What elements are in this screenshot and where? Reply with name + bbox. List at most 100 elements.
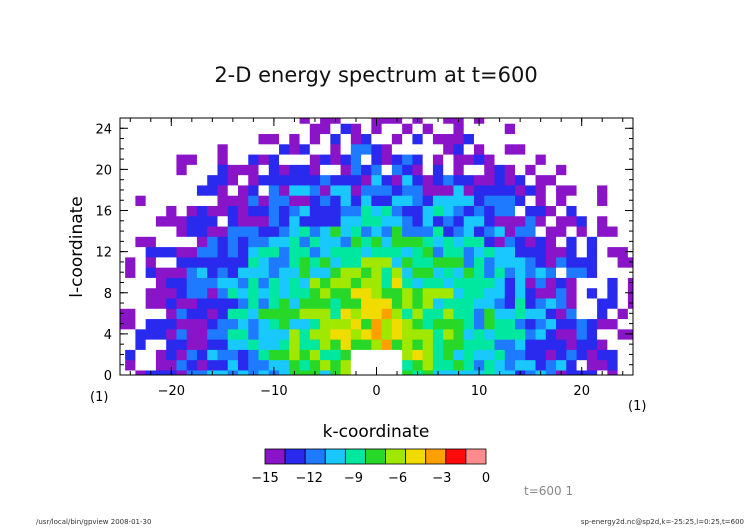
heatmap-cell <box>155 143 167 155</box>
heatmap-cell <box>309 225 321 237</box>
y-tick-label: 16 <box>95 205 112 220</box>
heatmap-cell <box>453 184 465 196</box>
heatmap-cell <box>320 246 331 258</box>
heatmap-cell <box>381 277 393 289</box>
heatmap-cell <box>320 133 331 145</box>
heatmap-cell <box>248 318 260 330</box>
heatmap-cell <box>309 236 321 248</box>
colorbar-swatch <box>405 448 427 465</box>
heatmap-cell <box>607 174 619 186</box>
y-axis: 0 4 8 12 16 20 24 <box>95 117 633 384</box>
heatmap-cell <box>299 339 311 350</box>
heatmap-cell <box>186 308 198 320</box>
heatmap-cell <box>381 143 393 155</box>
heatmap-cell <box>463 339 475 350</box>
heatmap-cell <box>217 297 229 309</box>
heatmap-cell <box>432 153 444 165</box>
heatmap-cell <box>309 215 321 227</box>
heatmap-cell <box>453 318 465 330</box>
heatmap-cell <box>320 318 331 330</box>
heatmap-cell <box>402 215 414 227</box>
heatmap-cell <box>237 143 249 155</box>
heatmap-cell <box>432 225 444 237</box>
colorbar-swatch <box>425 448 447 465</box>
heatmap-cell <box>237 118 249 124</box>
heatmap-cell <box>330 267 342 278</box>
heatmap-cell <box>309 328 321 340</box>
heatmap-cell <box>145 195 157 206</box>
heatmap-cell <box>135 369 147 375</box>
heatmap-cell <box>279 246 290 258</box>
heatmap-cell <box>227 256 239 268</box>
heatmap-cell <box>330 277 342 289</box>
heatmap-cell <box>484 184 496 196</box>
heatmap-cell <box>556 215 567 227</box>
heatmap-cell <box>504 123 516 135</box>
heatmap-cell <box>391 349 403 361</box>
heatmap-cell <box>576 236 588 248</box>
heatmap-cell <box>432 256 444 268</box>
heatmap-cell <box>484 143 496 155</box>
heatmap-cell <box>135 297 147 309</box>
heatmap-cell <box>494 277 506 289</box>
heatmap-cell <box>330 349 342 361</box>
heatmap-cell <box>504 205 516 217</box>
heatmap-cell <box>463 118 475 124</box>
heatmap-cell <box>299 153 311 165</box>
heatmap-cell <box>196 328 208 340</box>
heatmap-cell <box>186 174 198 186</box>
heatmap-cell <box>186 359 198 371</box>
heatmap-cell <box>340 369 352 375</box>
heatmap-cell <box>473 246 485 258</box>
heatmap-cell <box>535 246 547 258</box>
heatmap-cell <box>515 359 526 371</box>
heatmap-cell <box>350 297 362 309</box>
heatmap-cell <box>422 164 434 176</box>
heatmap-cell <box>145 339 157 350</box>
heatmap-cell <box>453 359 465 371</box>
heatmap-cell <box>258 359 270 371</box>
heatmap-cell <box>566 256 578 268</box>
y-tick-label: 24 <box>95 122 112 137</box>
heatmap-cell <box>617 184 629 196</box>
heatmap-cell <box>463 267 475 278</box>
time-annotation: t=600 1 <box>524 484 573 498</box>
heatmap-cell <box>432 205 444 217</box>
heatmap-cell <box>120 369 126 375</box>
heatmap-cell <box>381 369 393 375</box>
heatmap-cell <box>617 143 629 155</box>
heatmap-cell <box>607 267 619 278</box>
heatmap-cell <box>145 184 157 196</box>
heatmap-cell <box>463 297 475 309</box>
heatmap-cell <box>217 308 229 320</box>
heatmap-cell <box>330 236 342 248</box>
heatmap-cell <box>207 349 219 361</box>
heatmap-cell <box>463 195 475 206</box>
heatmap-cell <box>432 236 444 248</box>
heatmap-cell <box>186 297 198 309</box>
heatmap-cell <box>227 359 239 371</box>
heatmap-cell <box>227 267 239 278</box>
heatmap-cell <box>412 184 424 196</box>
heatmap-cell <box>135 143 147 155</box>
heatmap-cell <box>309 297 321 309</box>
heatmap-cell <box>576 164 588 176</box>
heatmap-cell <box>463 287 475 299</box>
heatmap-cell <box>166 184 178 196</box>
heatmap-cell <box>586 359 598 371</box>
heatmap-cell <box>350 215 362 227</box>
heatmap-cell <box>607 287 619 299</box>
heatmap-cell <box>545 133 557 145</box>
heatmap-cell <box>340 359 352 371</box>
heatmap-cell <box>586 184 598 196</box>
heatmap-cell <box>227 205 239 217</box>
heatmap-cell <box>279 308 290 320</box>
heatmap-cell <box>237 215 249 227</box>
heatmap-cell <box>125 349 136 361</box>
heatmap-cell <box>545 308 557 320</box>
heatmap-cell <box>515 267 526 278</box>
heatmap-cell <box>135 153 147 165</box>
heatmap-cell <box>545 225 557 237</box>
heatmap-cell <box>237 246 249 258</box>
heatmap-cell <box>535 123 547 135</box>
